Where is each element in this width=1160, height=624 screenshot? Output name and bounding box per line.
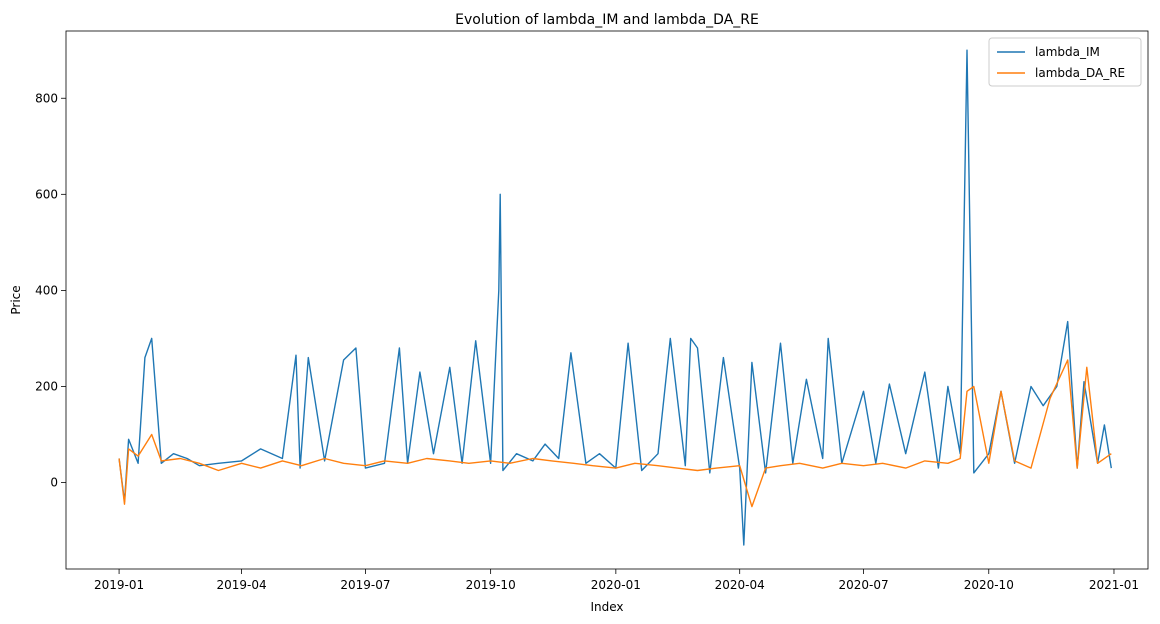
x-tick-label: 2020-01: [591, 578, 641, 592]
y-tick-label: 600: [35, 187, 58, 201]
x-tick-label: 2020-04: [715, 578, 765, 592]
x-axis: 2019-01 2019-04 2019-07 2019-10 2020-01 2020-…: [94, 569, 1139, 592]
x-tick-label: 2019-01: [94, 578, 144, 592]
x-tick-label: 2019-07: [340, 578, 390, 592]
legend-box: [988, 37, 1142, 87]
y-tick-label: 200: [35, 379, 58, 393]
x-tick-label: 2021-01: [1089, 578, 1139, 592]
x-tick-label: 2019-10: [466, 578, 516, 592]
x-tick-label: 2019-04: [216, 578, 266, 592]
y-tick-label: 0: [50, 476, 58, 490]
y-axis-title: Price: [9, 285, 23, 314]
plot-area: [118, 49, 1112, 546]
y-axis: 0 200 400 600 800: [35, 91, 66, 490]
series-line-lambda_IM: [118, 49, 1112, 546]
chart-title: Evolution of lambda_IM and lambda_DA_RE: [455, 12, 759, 28]
series-line-lambda_DA_RE: [118, 359, 1112, 508]
x-tick-label: 2020-07: [838, 578, 888, 592]
plot-frame: [65, 30, 1149, 570]
y-tick-label: 400: [35, 283, 58, 297]
y-tick-label: 800: [35, 91, 58, 105]
x-axis-title: Index: [590, 600, 623, 614]
legend: lambda_IM lambda_DA_RE: [988, 37, 1142, 87]
legend-label: lambda_IM: [1035, 45, 1100, 59]
x-tick-label: 2020-10: [964, 578, 1014, 592]
legend-label: lambda_DA_RE: [1035, 66, 1125, 80]
